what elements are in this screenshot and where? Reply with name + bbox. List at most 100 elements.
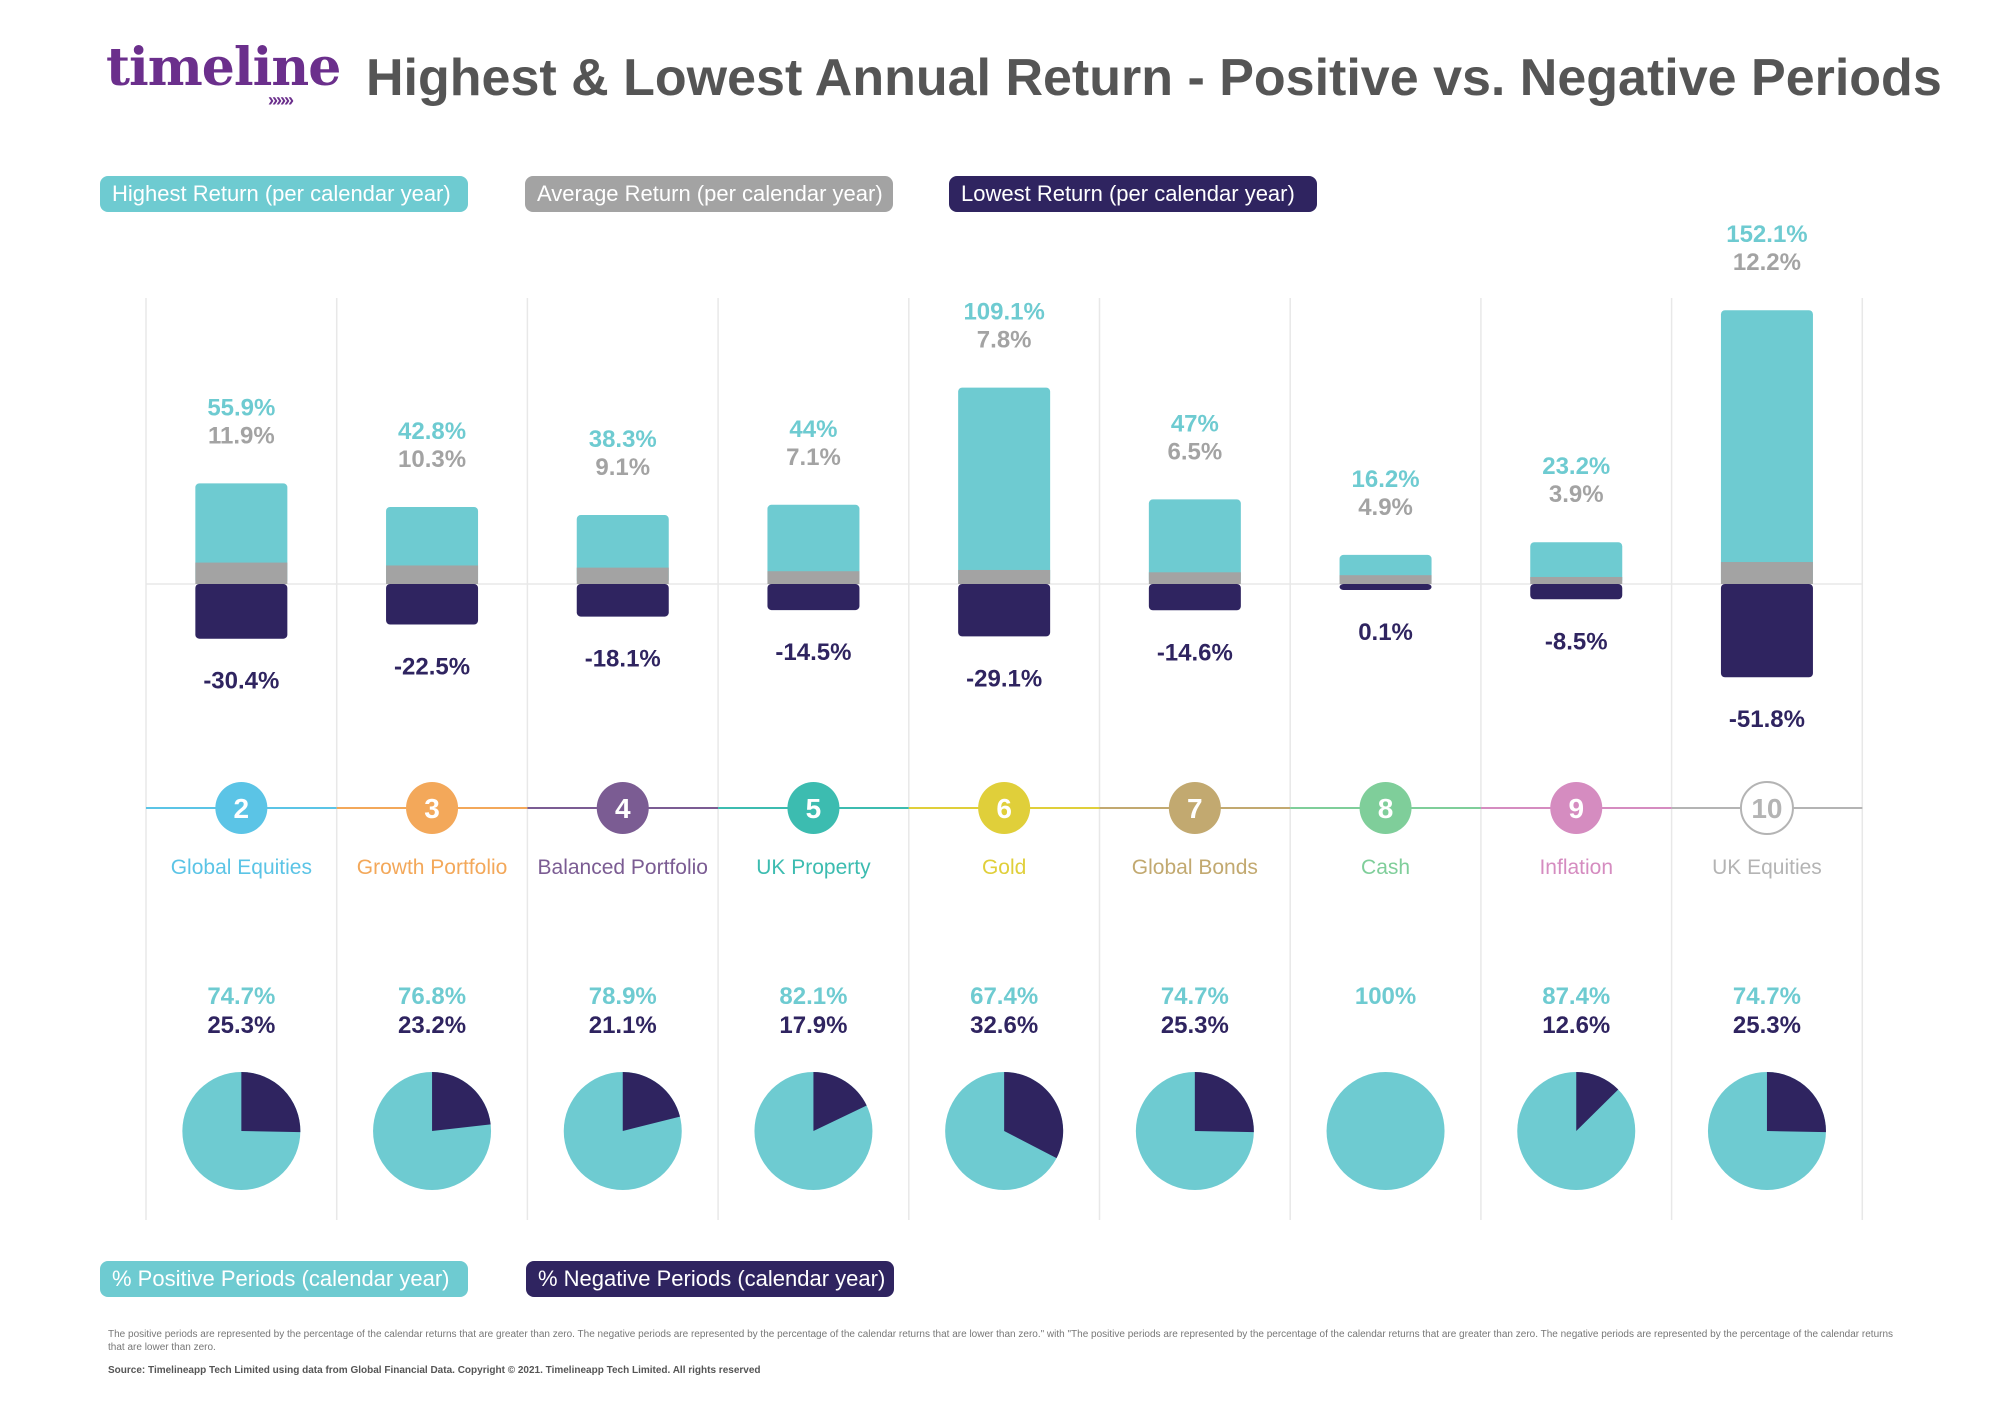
label-highest: 44% [789, 416, 837, 443]
pie-label-negative: 25.3% [1733, 1012, 1801, 1039]
category-label: Global Equities [171, 856, 312, 879]
pie-slice-negative [1004, 1072, 1064, 1159]
pie-label-positive: 82.1% [779, 983, 847, 1010]
bar-average [576, 567, 669, 584]
pie-slice-negative [1766, 1072, 1826, 1133]
label-average: 6.5% [1167, 438, 1222, 465]
category-label: Global Bonds [1132, 856, 1258, 879]
pie-slice-positive [1326, 1072, 1445, 1190]
pie-label-negative: 12.6% [1542, 1012, 1610, 1039]
category-number: 8 [1378, 793, 1394, 824]
page-title: Highest & Lowest Annual Return - Positiv… [366, 49, 1942, 107]
label-highest: 109.1% [963, 299, 1044, 326]
label-highest: 42.8% [398, 418, 466, 445]
bar-average [195, 562, 288, 584]
pie-label-positive: 74.7% [1161, 983, 1229, 1010]
category-number-badge [1359, 782, 1412, 834]
pie-slice-negative [1576, 1072, 1619, 1131]
label-highest: 16.2% [1352, 466, 1420, 493]
category-number: 2 [234, 793, 250, 824]
category-number-badge [1739, 781, 1794, 835]
bar-highest [195, 483, 288, 584]
bar-highest [958, 387, 1051, 584]
label-lowest: -51.8% [1729, 706, 1805, 733]
category-label: UK Equities [1712, 856, 1822, 879]
category-number: 9 [1568, 793, 1584, 824]
category-label: Gold [982, 856, 1026, 879]
logo-text: timeline [106, 37, 341, 98]
category-label: Cash [1361, 856, 1410, 879]
category-label: Growth Portfolio [357, 856, 508, 879]
label-lowest: -29.1% [966, 665, 1042, 692]
bar-lowest [195, 584, 288, 639]
legend-negative-periods: % Negative Periods (calendar year) [526, 1261, 894, 1297]
label-average: 9.1% [595, 454, 650, 481]
label-average: 3.9% [1549, 481, 1604, 508]
pie-label-negative: 17.9% [779, 1012, 847, 1039]
category-number: 6 [996, 793, 1012, 824]
bar-average [1720, 562, 1813, 584]
legend-lowest-return: Lowest Return (per calendar year) [949, 176, 1317, 212]
pie-slice-negative [241, 1072, 301, 1133]
bar-lowest [1148, 584, 1241, 611]
bar-average [958, 569, 1051, 584]
label-average: 4.9% [1358, 494, 1413, 521]
label-lowest: -18.1% [585, 646, 661, 673]
label-lowest: 0.1% [1358, 619, 1413, 646]
label-average: 10.3% [398, 446, 466, 473]
bar-lowest [958, 584, 1051, 637]
label-lowest: -14.6% [1157, 639, 1233, 666]
category-number-badge [1550, 782, 1603, 834]
bar-highest [767, 504, 860, 584]
label-average: 12.2% [1733, 249, 1801, 276]
pie-slice-negative [432, 1072, 491, 1131]
pie-slice-negative [1194, 1072, 1254, 1133]
bar-average [767, 571, 860, 584]
label-average: 11.9% [208, 422, 275, 449]
category-number-badge [1168, 782, 1221, 834]
pie-label-positive: 100% [1355, 983, 1416, 1010]
bar-average [1530, 576, 1623, 584]
legend-positive-periods: % Positive Periods (calendar year) [100, 1261, 468, 1297]
bar-highest [1720, 310, 1813, 584]
label-lowest: -30.4% [203, 668, 279, 695]
category-number-badge [978, 782, 1031, 834]
label-highest: 55.9% [207, 394, 275, 421]
legend-average-return: Average Return (per calendar year) [525, 176, 893, 212]
pie-label-positive: 74.7% [1733, 983, 1801, 1010]
label-lowest: -8.5% [1545, 628, 1608, 655]
logo-arrows-icon: »»» [268, 90, 294, 110]
category-number-badge [787, 782, 840, 834]
pie-slice-negative [622, 1072, 680, 1131]
category-number-badge [215, 782, 268, 834]
category-number: 4 [615, 793, 631, 824]
category-label: Inflation [1539, 856, 1613, 879]
pie-label-negative: 32.6% [970, 1012, 1038, 1039]
bar-lowest [1339, 584, 1432, 590]
label-lowest: -22.5% [394, 654, 470, 681]
bar-highest [576, 515, 669, 584]
category-number: 5 [806, 793, 822, 824]
pie-label-negative: 21.1% [589, 1012, 657, 1039]
bar-highest [1530, 542, 1623, 584]
bar-average [1339, 575, 1432, 584]
bar-lowest [1720, 584, 1813, 678]
source-note: Source: Timelineapp Tech Limited using d… [108, 1365, 761, 1376]
category-number-badge [596, 782, 649, 834]
category-number-badge [406, 782, 459, 834]
pie-label-positive: 78.9% [589, 983, 657, 1010]
category-number: 7 [1187, 793, 1203, 824]
bar-highest [1148, 499, 1241, 584]
timeline-logo: timeline »»» [106, 37, 341, 111]
label-highest: 47% [1171, 410, 1219, 437]
category-number: 3 [424, 793, 440, 824]
label-average: 7.1% [786, 444, 841, 471]
pie-label-positive: 76.8% [398, 983, 466, 1010]
pie-label-positive: 67.4% [970, 983, 1038, 1010]
pie-label-positive: 74.7% [207, 983, 275, 1010]
pie-slice-negative [813, 1072, 867, 1131]
legend-highest-return: Highest Return (per calendar year) [100, 176, 468, 212]
bar-average [386, 565, 479, 584]
label-highest: 152.1% [1726, 221, 1807, 248]
bar-lowest [576, 584, 669, 617]
